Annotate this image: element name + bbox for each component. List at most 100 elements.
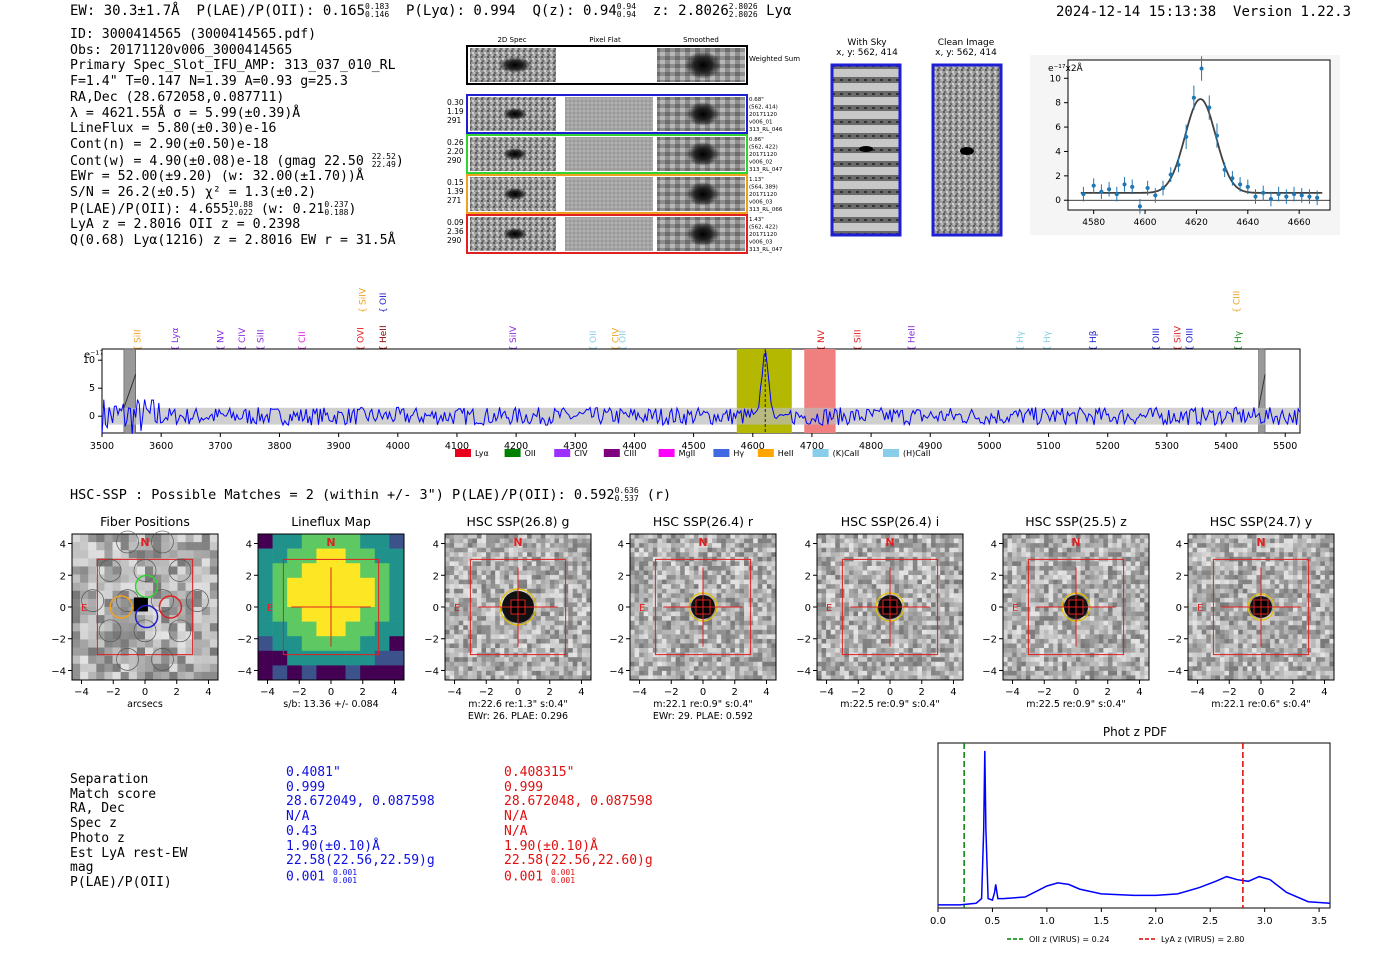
panel-pixel <box>940 588 946 594</box>
panel-pixel <box>1057 611 1063 617</box>
panel-pixel <box>858 597 863 603</box>
panel-pixel <box>1117 534 1122 539</box>
panel-pixel <box>766 661 772 667</box>
panel-pixel <box>643 556 649 562</box>
panel-pixel <box>944 638 950 644</box>
panel-pixel <box>880 638 886 644</box>
panel-pixel <box>935 670 941 676</box>
panel-pixel <box>1034 593 1040 599</box>
panel-pixel <box>545 538 551 544</box>
legend-label: Lyα <box>475 449 489 458</box>
panel-pixel <box>1112 552 1118 558</box>
panel-pixel <box>549 575 555 580</box>
panel-pixel <box>120 542 130 551</box>
panel-pixel <box>639 556 644 562</box>
panel-pixel <box>549 584 555 590</box>
panel-pixel <box>508 625 514 631</box>
panel-pixel <box>1021 588 1027 594</box>
panel-pixel <box>716 666 722 672</box>
panel-pixel <box>568 593 574 599</box>
panel-pixel <box>472 593 478 599</box>
panel-pixel <box>744 561 749 567</box>
panel-pixel <box>744 657 749 663</box>
cutout-row-meta: v006_02 <box>749 160 773 166</box>
panel-pixel <box>445 675 450 681</box>
panel-pixel <box>835 620 841 626</box>
panel-pixel <box>921 634 927 640</box>
panel-pixel <box>454 657 459 663</box>
panel-pixel <box>661 552 667 558</box>
panel-pixel <box>476 547 482 553</box>
panel-pixel <box>458 552 464 558</box>
panel-pixel <box>209 582 219 592</box>
panel-pixel <box>921 638 927 644</box>
panel-pixel <box>931 588 936 594</box>
panel-pixel <box>853 643 859 649</box>
panel-pixel <box>545 575 551 580</box>
panel-pixel <box>716 629 722 635</box>
panel-pixel <box>209 623 219 632</box>
panel-pixel <box>885 575 891 580</box>
weighted-sum-label: Weighted Sum <box>749 55 800 63</box>
panel-pixel <box>926 534 932 539</box>
panel-pixel <box>839 657 845 663</box>
panel-pixel <box>1007 565 1013 571</box>
panel-pixel <box>1089 638 1095 644</box>
panel-pixel <box>730 638 736 644</box>
panel-pixel <box>712 552 717 558</box>
panel-pixel <box>917 575 923 580</box>
panel-pixel <box>739 675 745 681</box>
panel-pixel <box>1135 657 1141 663</box>
panel-pixel <box>345 607 361 622</box>
panel-pixel <box>712 565 717 571</box>
panel-pixel <box>287 650 303 666</box>
panel-pixel <box>693 534 699 539</box>
panel-pixel <box>476 538 482 544</box>
panel-pixel <box>703 575 708 580</box>
panel-pixel <box>128 566 138 575</box>
panel-pixel <box>949 616 955 621</box>
panel-pixel <box>1030 625 1036 631</box>
panel-pixel <box>563 657 569 663</box>
panel-pixel <box>1057 543 1063 548</box>
panel-pixel <box>917 543 923 548</box>
panel-pixel <box>1053 552 1059 558</box>
panel-pixel <box>684 543 690 548</box>
panel-pixel <box>912 661 918 667</box>
panel-pixel <box>559 561 564 567</box>
panel-pixel <box>1085 565 1090 571</box>
panel-pixel <box>830 607 836 612</box>
panel-pixel <box>1016 543 1022 548</box>
panel-pixel <box>853 575 859 580</box>
panel-pixel <box>657 552 663 558</box>
panel-pixel <box>931 570 936 576</box>
panel-pixel <box>725 666 731 672</box>
panel-pixel <box>458 607 464 612</box>
panel-pixel <box>508 670 514 676</box>
panel-pixel <box>568 670 574 676</box>
panel-pixel <box>1117 593 1122 599</box>
panel-pixel <box>1003 616 1008 621</box>
panel-pixel <box>169 534 178 543</box>
panel-pixel <box>531 620 537 626</box>
panel-pixel <box>871 675 877 681</box>
panel-pixel <box>958 588 964 594</box>
panel-pixel <box>1016 648 1022 653</box>
panel-pixel <box>1034 561 1040 567</box>
panel-pixel <box>848 597 854 603</box>
panel-pixel <box>1107 607 1113 612</box>
panel-pixel <box>634 625 640 631</box>
panel-pixel <box>177 590 186 600</box>
panel-pixel <box>581 588 587 594</box>
panel-pixel <box>844 666 850 672</box>
panel-pixel <box>762 634 768 640</box>
panel-xtick-label: −4 <box>74 687 89 698</box>
panel-pixel <box>1135 670 1141 676</box>
panel-pixel <box>1007 538 1013 544</box>
panel-pixel <box>169 639 178 648</box>
panel-pixel <box>689 543 695 548</box>
panel-pixel <box>703 638 708 644</box>
panel-pixel <box>536 661 542 667</box>
panel-pixel <box>1139 538 1145 544</box>
panel-pixel <box>680 602 686 608</box>
